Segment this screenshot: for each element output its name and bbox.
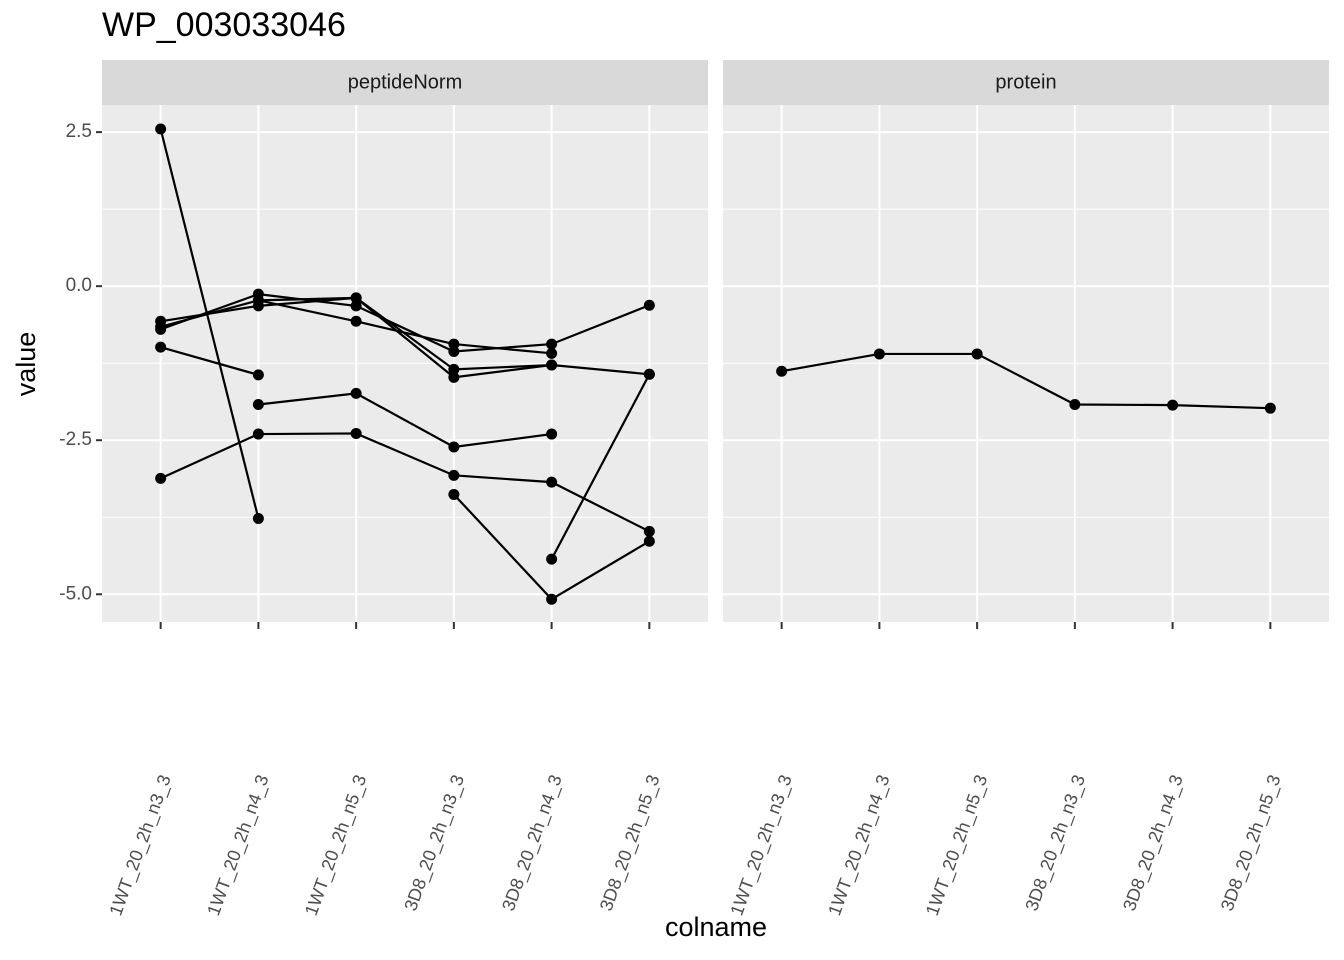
data-point bbox=[643, 535, 655, 547]
data-point bbox=[1264, 402, 1276, 414]
data-point bbox=[448, 469, 460, 481]
facet-strip bbox=[102, 60, 708, 105]
data-point bbox=[350, 300, 362, 312]
x-tick-label: 3D8_20_2h_n5_3 bbox=[596, 772, 665, 914]
facet-label: peptideNorm bbox=[348, 71, 463, 93]
chart-title: WP_003033046 bbox=[102, 6, 346, 44]
data-point bbox=[448, 338, 460, 350]
data-point bbox=[776, 365, 788, 377]
data-point bbox=[546, 338, 558, 350]
data-point bbox=[252, 369, 264, 381]
series-line bbox=[159, 128, 260, 519]
data-point bbox=[252, 398, 264, 410]
x-tick-label: 1WT_20_2h_n5_3 bbox=[301, 772, 371, 918]
x-tick-label: 3D8_20_2h_n5_3 bbox=[1217, 772, 1286, 914]
series-line bbox=[258, 296, 552, 371]
data-point bbox=[643, 368, 655, 380]
facet-label: protein bbox=[995, 71, 1056, 93]
data-point bbox=[252, 512, 264, 524]
data-point bbox=[971, 348, 983, 360]
data-point bbox=[1167, 399, 1179, 411]
data-point bbox=[155, 341, 167, 353]
x-tick-label: 3D8_20_2h_n3_3 bbox=[1021, 772, 1090, 914]
x-tick-label: 3D8_20_2h_n3_3 bbox=[400, 772, 469, 914]
data-point bbox=[350, 315, 362, 327]
data-point bbox=[448, 363, 460, 375]
series-line bbox=[258, 392, 552, 449]
data-point bbox=[546, 347, 558, 359]
data-point bbox=[1069, 398, 1081, 410]
series-line bbox=[160, 296, 650, 379]
data-point bbox=[350, 387, 362, 399]
data-point bbox=[155, 321, 167, 333]
x-tick-label: 3D8_20_2h_n4_3 bbox=[498, 772, 567, 914]
data-point bbox=[155, 472, 167, 484]
facet-strip bbox=[723, 60, 1329, 105]
data-point bbox=[155, 123, 167, 135]
x-tick-label: 1WT_20_2h_n5_3 bbox=[922, 772, 992, 918]
series-line bbox=[160, 432, 650, 533]
data-point bbox=[252, 294, 264, 306]
data-point bbox=[873, 348, 885, 360]
data-point bbox=[643, 299, 655, 311]
series-line bbox=[160, 346, 259, 376]
data-point bbox=[448, 441, 460, 453]
y-tick-label: -2.5 bbox=[59, 429, 92, 450]
data-point bbox=[643, 525, 655, 537]
y-tick-label: -5.0 bbox=[59, 583, 92, 604]
data-point bbox=[448, 488, 460, 500]
x-tick-label: 1WT_20_2h_n3_3 bbox=[726, 772, 796, 918]
x-tick-label: 1WT_20_2h_n4_3 bbox=[203, 772, 273, 918]
x-axis-title: colname bbox=[665, 912, 767, 942]
y-tick-label: 0.0 bbox=[66, 275, 92, 296]
y-axis-title: value bbox=[11, 332, 41, 397]
data-point bbox=[546, 359, 558, 371]
series-line bbox=[781, 352, 1271, 410]
x-tick-label: 1WT_20_2h_n4_3 bbox=[824, 772, 894, 918]
x-tick-label: 3D8_20_2h_n4_3 bbox=[1119, 772, 1188, 914]
data-point bbox=[252, 428, 264, 440]
data-point bbox=[448, 371, 460, 383]
data-point bbox=[546, 553, 558, 565]
y-tick-label: 2.5 bbox=[66, 121, 92, 142]
data-point bbox=[350, 427, 362, 439]
data-point bbox=[546, 476, 558, 488]
data-point bbox=[546, 593, 558, 605]
data-point bbox=[350, 292, 362, 304]
x-tick-label: 1WT_20_2h_n3_3 bbox=[105, 772, 175, 918]
series-line bbox=[550, 373, 651, 560]
series-line bbox=[160, 293, 650, 353]
data-point bbox=[546, 428, 558, 440]
